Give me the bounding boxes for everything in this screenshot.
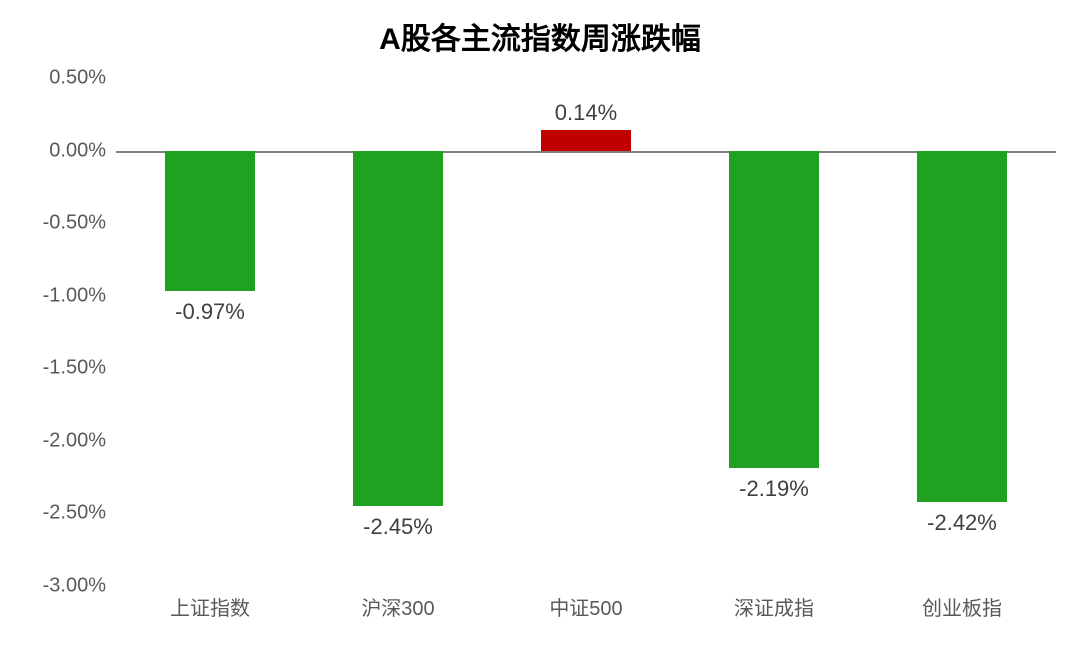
bar-value-label: -0.97%: [175, 299, 245, 325]
x-category-label: 上证指数: [170, 592, 250, 621]
x-category-label: 中证500: [549, 592, 622, 621]
plot-area: 0.50%0.00%-0.50%-1.00%-1.50%-2.00%-2.50%…: [116, 78, 1056, 586]
y-tick-label: -0.50%: [43, 212, 106, 235]
y-tick-label: 0.00%: [49, 139, 106, 162]
chart-title: A股各主流指数周涨跌幅: [0, 14, 1080, 58]
zero-axis-line: [116, 151, 1056, 153]
bar: [353, 151, 443, 507]
y-tick-label: 0.50%: [49, 67, 106, 90]
bar-value-label: -2.19%: [739, 476, 809, 502]
bar: [917, 151, 1007, 502]
y-tick-label: -2.50%: [43, 502, 106, 525]
bar: [729, 151, 819, 469]
y-tick-label: -1.00%: [43, 284, 106, 307]
bar-chart: A股各主流指数周涨跌幅 0.50%0.00%-0.50%-1.00%-1.50%…: [0, 0, 1080, 651]
y-tick-label: -2.00%: [43, 429, 106, 452]
bar: [541, 130, 631, 150]
x-category-label: 创业板指: [922, 592, 1002, 621]
bar-value-label: 0.14%: [555, 100, 617, 126]
x-category-label: 深证成指: [734, 592, 814, 621]
y-tick-label: -1.50%: [43, 357, 106, 380]
y-tick-label: -3.00%: [43, 575, 106, 598]
x-category-label: 沪深300: [361, 592, 434, 621]
bar-value-label: -2.45%: [363, 514, 433, 540]
bar: [165, 151, 255, 292]
bar-value-label: -2.42%: [927, 510, 997, 536]
